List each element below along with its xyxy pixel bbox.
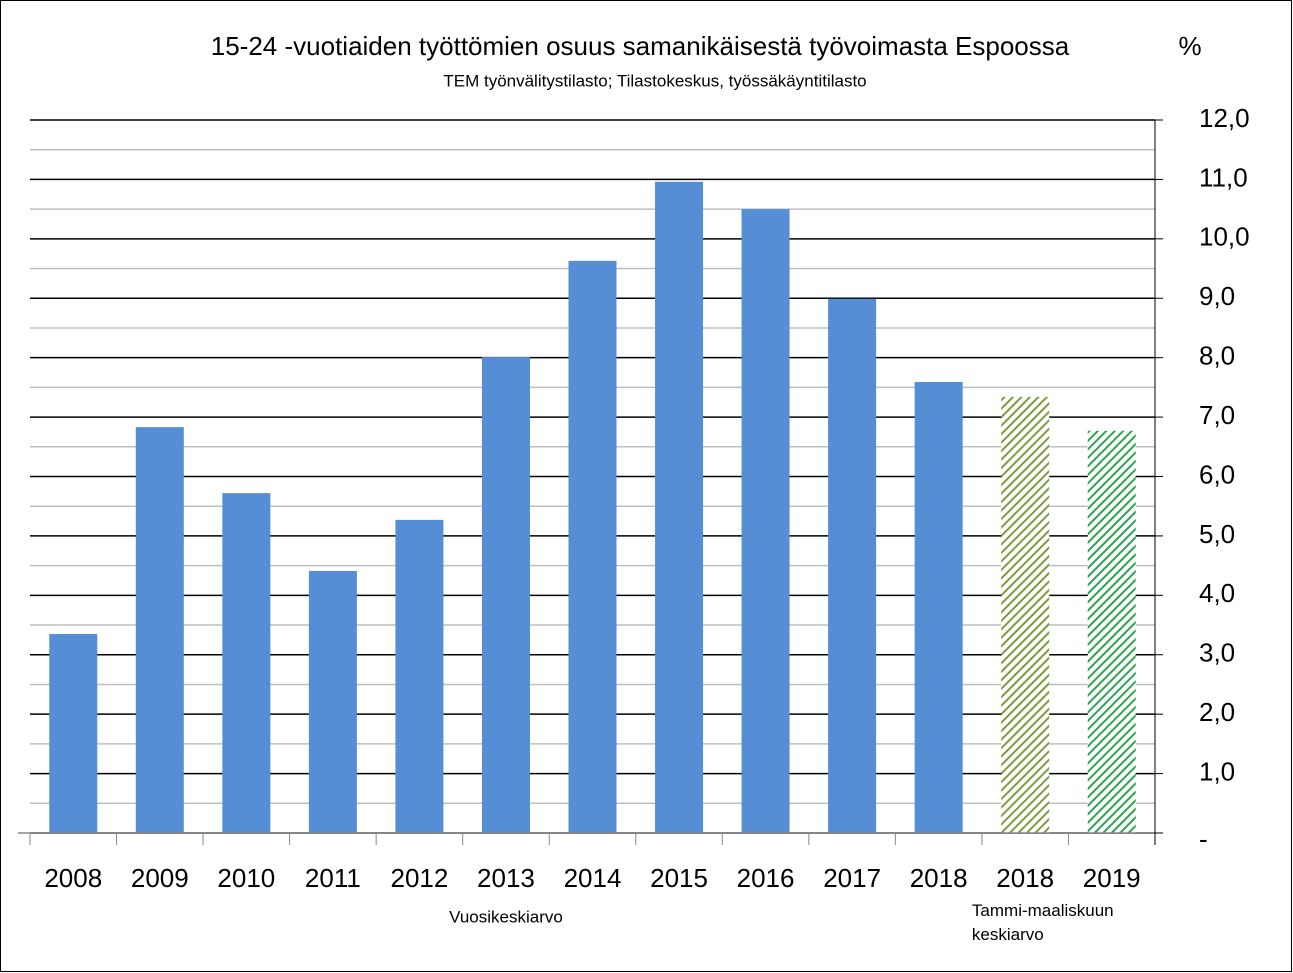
group-label: Tammi-maaliskuun keskiarvo <box>972 901 1114 944</box>
x-tick-label: 2016 <box>737 863 795 893</box>
bar <box>1001 396 1050 833</box>
x-tick-label: 2018 <box>996 863 1054 893</box>
y-tick-label: 4,0 <box>1199 578 1235 608</box>
x-tick-label: 2017 <box>823 863 881 893</box>
bar <box>1087 430 1136 833</box>
x-tick-label: 2008 <box>44 863 102 893</box>
bar <box>655 181 704 833</box>
bar <box>222 493 271 833</box>
y-tick-label: 1,0 <box>1199 756 1235 786</box>
bar <box>741 209 790 833</box>
bar <box>395 519 444 833</box>
x-tick-label: 2015 <box>650 863 708 893</box>
y-tick-label: 10,0 <box>1199 222 1250 252</box>
x-tick-label: 2009 <box>131 863 189 893</box>
bar <box>828 298 877 833</box>
group-label: Vuosikeskiarvo <box>449 907 563 926</box>
y-tick-label: 11,0 <box>1199 162 1248 192</box>
bar <box>568 260 617 833</box>
y-tick-label: 2,0 <box>1199 697 1235 727</box>
y-tick-label: 8,0 <box>1199 341 1235 371</box>
chart-subtitle: TEM työnvälitystilasto; Tilastokeskus, t… <box>443 71 866 90</box>
x-tick-label: 2012 <box>391 863 449 893</box>
bar <box>49 633 98 833</box>
x-tick-label: 2014 <box>564 863 622 893</box>
chart-title: 15-24 -vuotiaiden työttömien osuus saman… <box>211 31 1070 61</box>
bar <box>481 357 530 833</box>
group-label-line: Tammi-maaliskuun <box>972 901 1114 920</box>
bar <box>914 382 963 833</box>
x-tick-label: 2011 <box>305 863 361 893</box>
bar <box>135 427 184 833</box>
x-tick-label: 2018 <box>910 863 968 893</box>
y-tick-label: 12,0 <box>1199 103 1250 133</box>
y-tick-label: 3,0 <box>1199 638 1235 668</box>
group-label-line: keskiarvo <box>972 925 1044 944</box>
unit-label: % <box>1178 31 1201 61</box>
x-tick-label: 2010 <box>217 863 275 893</box>
y-tick-label: 7,0 <box>1199 400 1235 430</box>
y-tick-label: 5,0 <box>1199 519 1235 549</box>
x-tick-label: 2013 <box>477 863 535 893</box>
bar <box>308 570 357 833</box>
y-tick-label: 9,0 <box>1199 281 1235 311</box>
y-tick-label: - <box>1199 824 1208 854</box>
y-tick-label: 6,0 <box>1199 459 1235 489</box>
x-tick-label: 2019 <box>1083 863 1141 893</box>
